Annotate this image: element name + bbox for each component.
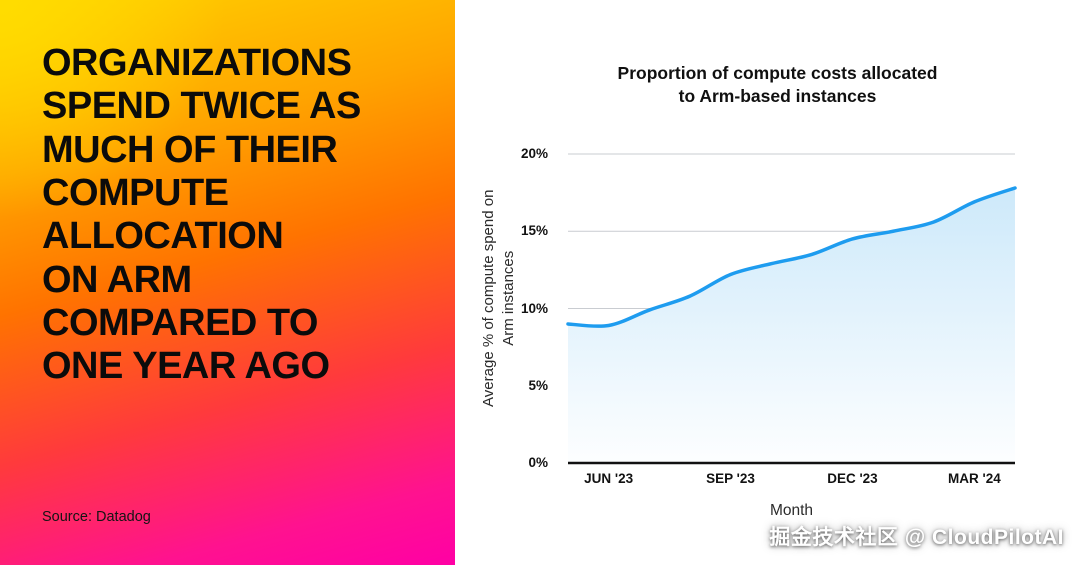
watermark: 掘金技术社区 @ CloudPilotAI	[769, 526, 1064, 549]
x-axis-label: Month	[769, 502, 814, 519]
y-tick-label: 0%	[528, 455, 548, 470]
chart-panel: Proportion of compute costs allocated to…	[455, 0, 1080, 565]
y-tick-label: 15%	[520, 223, 548, 239]
source-credit: Source: Datadog	[42, 509, 151, 525]
chart-title: Proportion of compute costs allocated to…	[617, 63, 938, 106]
x-tick-label: MAR '24	[947, 471, 1001, 486]
x-tick-label: JUN '23	[584, 471, 634, 486]
plot-area	[566, 153, 1017, 465]
headline-panel: ORGANIZATIONS SPEND TWICE AS MUCH OF THE…	[0, 0, 455, 565]
y-tick-label: 10%	[520, 300, 548, 316]
headline: ORGANIZATIONS SPEND TWICE AS MUCH OF THE…	[42, 42, 361, 388]
area-line-chart	[566, 153, 1017, 465]
y-tick-label: 20%	[520, 146, 548, 161]
y-axis-ticks: 0% 5% 10% 15% 20%	[455, 146, 558, 470]
y-tick-label: 5%	[528, 377, 548, 393]
x-axis-ticks: JUN '23 SEP '23 DEC '23 MAR '24	[568, 471, 1015, 491]
x-tick-label: DEC '23	[827, 471, 878, 486]
x-tick-label: SEP '23	[706, 471, 755, 486]
